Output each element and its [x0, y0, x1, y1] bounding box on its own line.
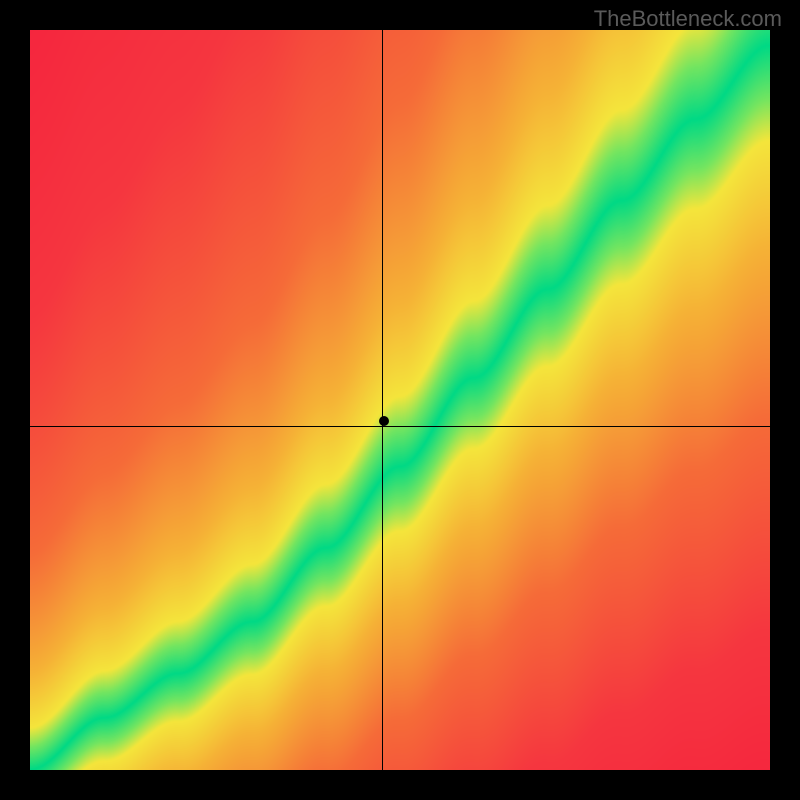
watermark-text: TheBottleneck.com: [594, 6, 782, 32]
crosshair-vertical: [382, 30, 383, 770]
data-point-marker: [379, 416, 389, 426]
plot-area: [30, 30, 770, 770]
chart-container: TheBottleneck.com: [0, 0, 800, 800]
heatmap-canvas: [30, 30, 770, 770]
crosshair-horizontal: [30, 426, 770, 427]
